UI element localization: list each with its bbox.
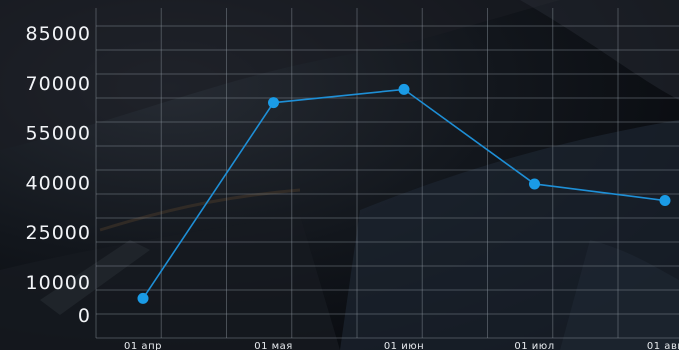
- y-tick-label: 25000: [26, 222, 91, 244]
- grid-lines: [95, 8, 679, 339]
- x-tick-label: 01 июл: [514, 341, 554, 350]
- y-tick-label: 70000: [26, 73, 91, 95]
- x-tick-label: 01 авг: [647, 341, 679, 350]
- y-tick-label: 55000: [26, 123, 91, 145]
- data-point[interactable]: [268, 97, 279, 109]
- data-point[interactable]: [137, 292, 149, 304]
- y-tick-label: 0: [78, 305, 91, 327]
- series-points: [137, 83, 671, 304]
- data-point[interactable]: [529, 178, 540, 190]
- data-point[interactable]: [659, 195, 671, 207]
- x-tick-label: 01 мая: [254, 341, 293, 350]
- x-tick-label: 01 апр: [124, 341, 162, 350]
- x-tick-label: 01 июн: [384, 341, 424, 350]
- x-axis-ticks: 01 апр 01 мая 01 июн 01 июл 01 авг: [124, 341, 679, 350]
- y-tick-label: 10000: [26, 272, 91, 294]
- y-tick-label: 40000: [26, 172, 91, 194]
- y-tick-label: 85000: [26, 23, 91, 45]
- y-axis-ticks: 0 10000 25000 40000 55000 70000 85000: [26, 23, 91, 327]
- data-point[interactable]: [398, 83, 410, 95]
